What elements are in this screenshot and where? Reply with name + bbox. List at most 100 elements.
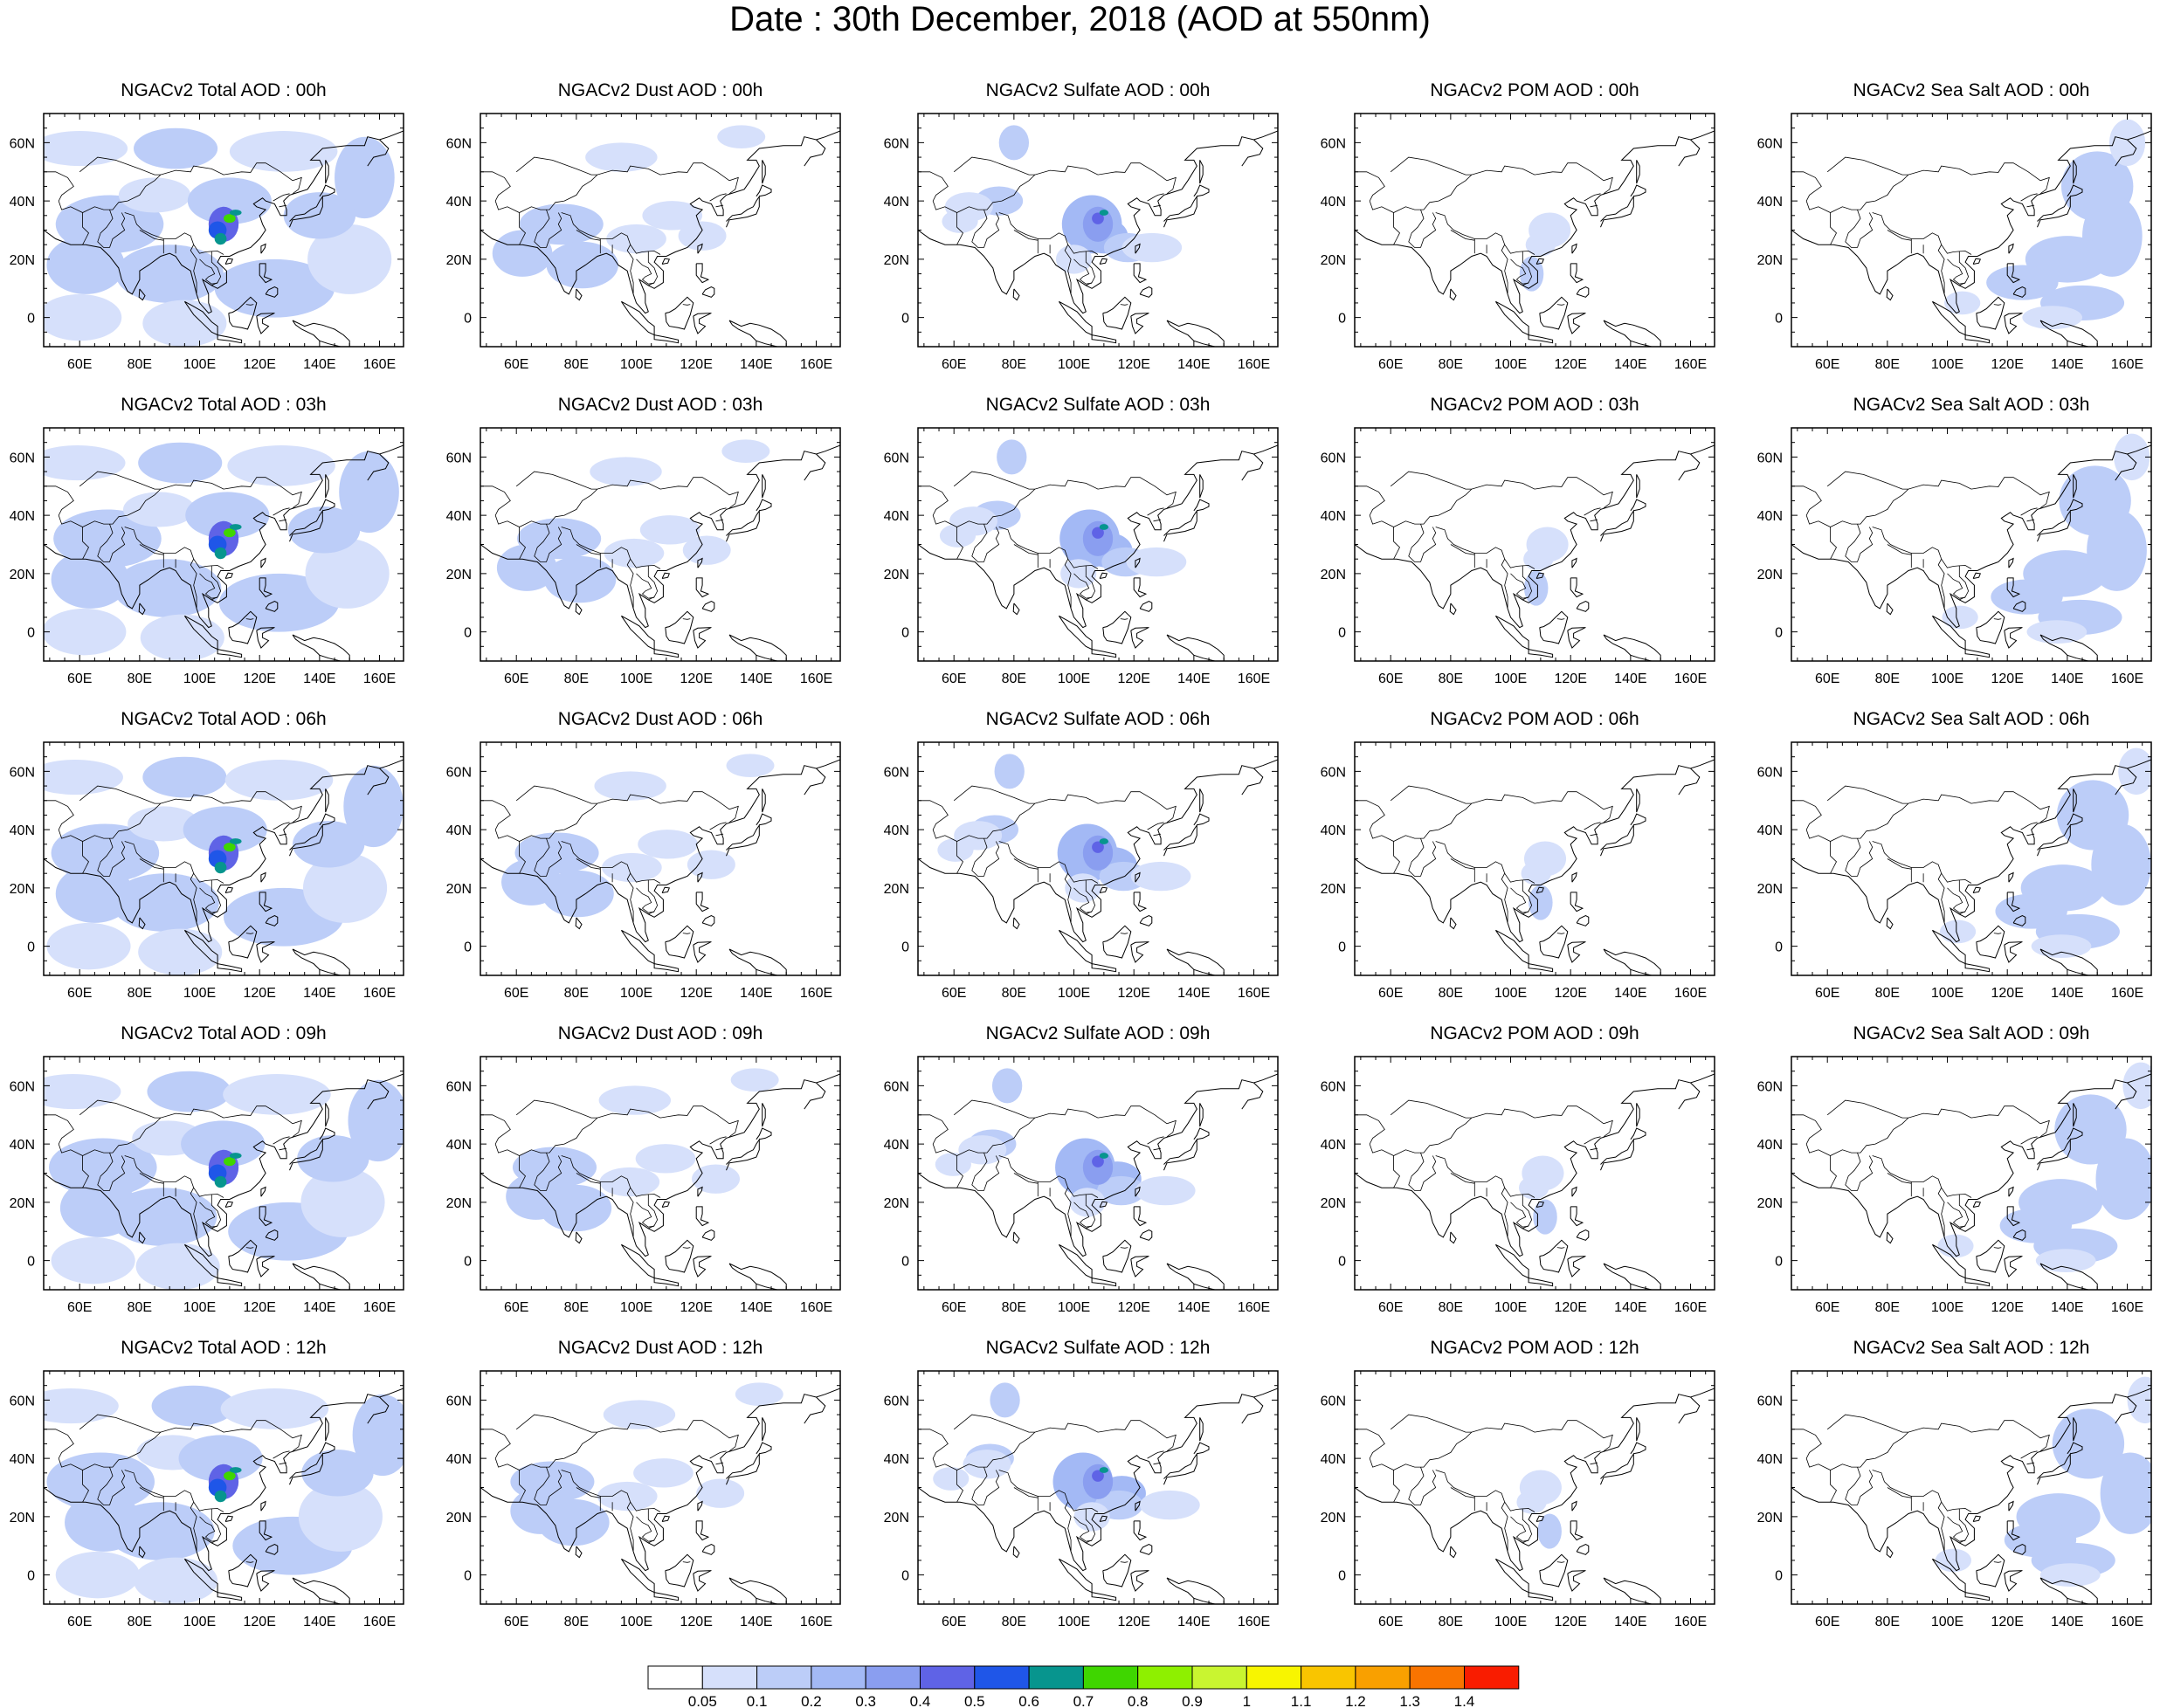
lat-tick-label: 60N bbox=[1321, 1394, 1346, 1408]
aod-hotspot bbox=[229, 1467, 242, 1473]
lon-tick-label: 100E bbox=[183, 671, 216, 686]
lat-tick-label: 20N bbox=[10, 568, 35, 582]
lon-tick-label: 160E bbox=[800, 986, 832, 1001]
aod-hotspot bbox=[1092, 1470, 1104, 1482]
aod-region bbox=[2108, 119, 2146, 167]
aod-field bbox=[480, 439, 840, 661]
lon-tick-label: 120E bbox=[244, 1300, 276, 1315]
colorbar-level-label: 1.3 bbox=[1399, 1693, 1420, 1708]
lat-tick-label: 40N bbox=[1757, 823, 1783, 838]
lon-tick-label: 80E bbox=[128, 671, 152, 686]
aod-region bbox=[302, 852, 388, 923]
aod-hotspot bbox=[224, 214, 236, 224]
aod-region bbox=[46, 922, 131, 970]
aod-map-seasalt: 60E 80E 100E 120E 140E 160E 60N 40N 20N 0 bbox=[1757, 1056, 2152, 1315]
lat-tick-label: 40N bbox=[446, 195, 472, 210]
lon-tick-label: 160E bbox=[800, 357, 832, 372]
lon-tick-label: 160E bbox=[1674, 986, 1707, 1001]
aod-region bbox=[639, 515, 700, 545]
lat-tick-label: 20N bbox=[1321, 253, 1346, 268]
lat-tick-label: 40N bbox=[1321, 823, 1346, 838]
aod-region bbox=[1523, 547, 1554, 571]
aod-region bbox=[2118, 747, 2151, 795]
lon-tick-label: 160E bbox=[1674, 357, 1707, 372]
lon-tick-label: 140E bbox=[2051, 1615, 2083, 1629]
aod-region bbox=[537, 1498, 610, 1546]
aod-region bbox=[1126, 547, 1187, 577]
aod-region bbox=[220, 1388, 329, 1429]
lon-tick-label: 120E bbox=[1118, 986, 1150, 1001]
lon-tick-label: 60E bbox=[1378, 671, 1403, 686]
lon-tick-label: 140E bbox=[740, 1300, 772, 1315]
lon-tick-label: 160E bbox=[800, 1615, 832, 1629]
aod-field bbox=[44, 1071, 404, 1290]
aod-region bbox=[335, 136, 395, 219]
aod-field bbox=[918, 1068, 1278, 1290]
lon-tick-label: 60E bbox=[1378, 1300, 1403, 1315]
lon-tick-label: 120E bbox=[680, 1615, 713, 1629]
aod-region bbox=[633, 1458, 694, 1488]
aod-map-total: 60E 80E 100E 120E 140E 160E 60N 40N 20N 0 bbox=[10, 427, 404, 686]
aod-region bbox=[585, 142, 658, 172]
lon-tick-label: 120E bbox=[1118, 357, 1150, 372]
aod-map-pom: 60E 80E 100E 120E 140E 160E 60N 40N 20N 0 bbox=[1321, 427, 1715, 686]
aod-region bbox=[942, 210, 978, 233]
lat-tick-label: 60N bbox=[1321, 451, 1346, 465]
aod-field bbox=[1355, 759, 1715, 975]
lon-tick-label: 100E bbox=[620, 1615, 652, 1629]
aod-region bbox=[696, 1478, 745, 1508]
panel-title: NGACv2 Total AOD : 03h bbox=[121, 395, 327, 415]
lon-tick-label: 100E bbox=[1494, 357, 1527, 372]
lat-tick-label: 0 bbox=[1338, 312, 1346, 327]
lat-tick-label: 60N bbox=[1757, 1394, 1783, 1408]
aod-field bbox=[1791, 1062, 2151, 1290]
lon-tick-label: 120E bbox=[1555, 1300, 1587, 1315]
aod-map-total: 60E 80E 100E 120E 140E 160E 60N 40N 20N 0 bbox=[10, 1370, 404, 1629]
aod-region bbox=[224, 760, 334, 801]
lon-tick-label: 140E bbox=[1614, 357, 1646, 372]
aod-region bbox=[348, 1079, 404, 1162]
colorbar-swatch bbox=[974, 1665, 1030, 1690]
lon-tick-label: 120E bbox=[680, 357, 713, 372]
aod-region bbox=[638, 830, 698, 859]
colorbar: 0.05 0.1 0.2 0.3 0.4 0.5 0.6 0.7 0.8 0.9 1 1.1 1.2 1.… bbox=[647, 1665, 1520, 1708]
panel-title: NGACv2 Sulfate AOD : 09h bbox=[985, 1023, 1211, 1043]
lat-tick-label: 60N bbox=[10, 136, 35, 151]
lon-tick-label: 140E bbox=[1614, 986, 1646, 1001]
aod-field bbox=[44, 442, 404, 661]
lat-tick-label: 0 bbox=[1338, 1255, 1346, 1270]
lat-tick-label: 20N bbox=[1321, 568, 1346, 582]
aod-hotspot bbox=[214, 1175, 227, 1188]
lat-tick-label: 0 bbox=[1775, 312, 1783, 327]
aod-hotspot bbox=[224, 1471, 236, 1481]
aod-region bbox=[678, 221, 727, 251]
aod-hotspot bbox=[1082, 1149, 1114, 1185]
lon-tick-label: 80E bbox=[1439, 1300, 1463, 1315]
lon-tick-label: 140E bbox=[1614, 1300, 1646, 1315]
panel-title: NGACv2 Sulfate AOD : 12h bbox=[985, 1338, 1211, 1358]
lat-tick-label: 0 bbox=[464, 1569, 472, 1584]
aod-hotspot bbox=[214, 1490, 227, 1503]
lat-tick-label: 0 bbox=[464, 1255, 472, 1270]
aod-map-seasalt: 60E 80E 100E 120E 140E 160E 60N 40N 20N 0 bbox=[1757, 741, 2152, 1001]
lon-tick-label: 60E bbox=[67, 357, 92, 372]
lon-tick-label: 100E bbox=[1931, 1615, 1963, 1629]
aod-field bbox=[44, 756, 404, 975]
aod-region bbox=[339, 451, 399, 534]
aod-region bbox=[134, 1557, 218, 1604]
aod-region bbox=[682, 535, 731, 565]
lat-tick-label: 0 bbox=[464, 312, 472, 327]
aod-field bbox=[918, 125, 1278, 347]
lon-tick-label: 140E bbox=[1614, 671, 1646, 686]
aod-region bbox=[307, 224, 392, 294]
aod-region bbox=[603, 1400, 676, 1429]
aod-region bbox=[44, 1388, 119, 1424]
panel-title: NGACv2 Sea Salt AOD : 03h bbox=[1853, 395, 2090, 415]
aod-region bbox=[1937, 1234, 1974, 1258]
lat-tick-label: 20N bbox=[446, 1511, 472, 1525]
aod-region bbox=[1986, 265, 2059, 300]
aod-region bbox=[292, 821, 365, 868]
aod-hotspot bbox=[229, 210, 242, 216]
aod-region bbox=[939, 524, 976, 548]
lon-tick-label: 140E bbox=[2051, 986, 2083, 1001]
